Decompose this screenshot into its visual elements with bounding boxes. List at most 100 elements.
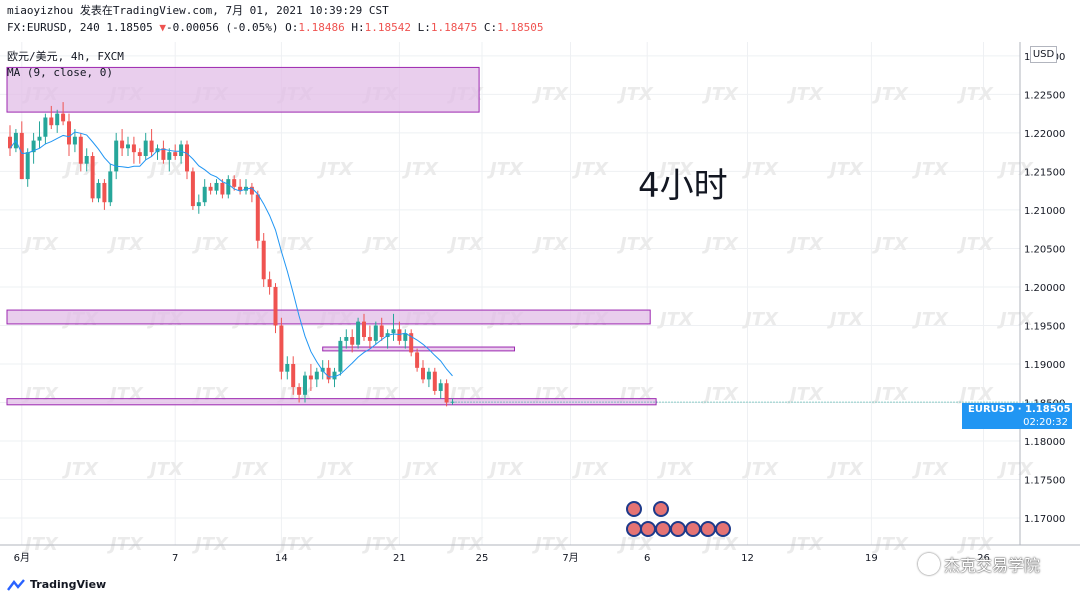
jtx-watermark-text: JTX (872, 384, 909, 405)
jtx-watermark-text: JTX (487, 459, 524, 480)
jtx-watermark-text: JTX (62, 459, 99, 480)
jtx-watermark-text: JTX (317, 459, 354, 480)
time-tick-label: 6 (644, 553, 650, 564)
time-axis[interactable]: 6月 7 14 21 25 7月 6 12 19 26 (14, 552, 990, 564)
jtx-watermark-text: JTX (402, 159, 439, 180)
candle-body (114, 140, 119, 172)
price-change: -0.00056 (-0.05%) (165, 21, 286, 34)
candle-body (19, 132, 24, 180)
candle-body (426, 371, 431, 380)
event-flag-icon[interactable] (626, 501, 642, 517)
publish-info: miaoyizhou 发表在TradingView.com, 7月 01, 20… (7, 4, 389, 18)
price-tick-label: 1.21000 (1024, 206, 1065, 217)
candle-body (120, 140, 125, 149)
candle-body (356, 321, 361, 345)
event-flag-icon[interactable] (626, 521, 642, 537)
indicator-legend[interactable]: MA (9, close, 0) (7, 66, 113, 79)
candlestick-series (8, 102, 455, 407)
jtx-watermark-text: JTX (22, 234, 59, 255)
candle-body (190, 171, 195, 207)
candle-body (31, 140, 36, 153)
candle-body (326, 367, 331, 380)
jtx-watermark-text: JTX (997, 309, 1034, 330)
candle-body (72, 136, 77, 145)
time-tick-label: 19 (865, 553, 878, 564)
jtx-watermark-text: JTX (827, 309, 864, 330)
candle-body (196, 202, 201, 207)
candle-body (273, 286, 278, 326)
candle-body (161, 148, 166, 160)
candle-body (126, 144, 130, 149)
publish-date: 发表在TradingView.com, 7月 01, 2021 10:39:29… (73, 4, 389, 17)
price-tick-label: 1.22500 (1024, 90, 1065, 101)
candle-body (25, 152, 30, 180)
jtx-watermark-text: JTX (232, 159, 269, 180)
candle-body (238, 186, 243, 191)
candle-body (415, 352, 420, 368)
jtx-watermark-text: JTX (317, 159, 354, 180)
candle-body (208, 186, 213, 191)
event-flag-icon[interactable] (700, 521, 716, 537)
symbol-ohlc-bar: FX:EURUSD, 240 1.18505 ▼-0.00056 (-0.05%… (7, 21, 543, 35)
jtx-watermark-text: JTX (617, 234, 654, 255)
jtx-watermark-text: JTX (402, 459, 439, 480)
price-axis[interactable]: 1.230001.225001.220001.215001.210001.205… (1024, 52, 1065, 525)
price-tick-label: 1.20000 (1024, 283, 1065, 294)
instrument-legend[interactable]: 欧元/美元, 4h, FXCM (7, 50, 124, 63)
candle-body (102, 182, 107, 203)
candle-body (285, 363, 290, 372)
zone-rectangle (6, 309, 651, 325)
symbol-info: FX:EURUSD, 240 1.18505 (7, 21, 160, 34)
candle-body (261, 240, 266, 280)
ma-line (9, 131, 453, 378)
candle-body (173, 152, 178, 157)
zone-rectangle (322, 346, 516, 352)
tradingview-logo-icon (7, 578, 25, 591)
candle-body (421, 367, 425, 380)
candle-body (255, 194, 260, 241)
candle-body (90, 156, 95, 199)
event-flag-icon[interactable] (670, 521, 686, 537)
candle-body (249, 186, 254, 195)
candle-body (444, 383, 449, 403)
jtx-watermark-text: JTX (277, 234, 314, 255)
event-flag-icon[interactable] (715, 521, 731, 537)
candle-body (308, 375, 313, 380)
event-flag-icon[interactable] (653, 501, 669, 517)
candle-body (96, 182, 101, 199)
candle-body (179, 144, 184, 157)
candle-body (279, 325, 284, 372)
event-flag-icon[interactable] (655, 521, 671, 537)
jtx-watermark-text: JTX (657, 309, 694, 330)
candle-body (373, 325, 378, 341)
ohlc-low-label: L: (411, 21, 431, 34)
zone-rectangle (6, 66, 480, 113)
candle-body (314, 371, 319, 380)
jtx-watermark-text: JTX (997, 459, 1034, 480)
candle-body (267, 279, 272, 287)
price-tick-label: 1.19000 (1024, 360, 1065, 371)
candle-body (49, 117, 54, 126)
jtx-watermark-text: JTX (912, 159, 949, 180)
economic-events[interactable] (626, 501, 731, 537)
price-tick-label: 1.20500 (1024, 244, 1065, 255)
candle-body (137, 152, 142, 157)
jtx-watermark-text: JTX (827, 459, 864, 480)
candle-body (78, 136, 83, 164)
jtx-watermark-text: JTX (702, 84, 739, 105)
ohlc-close: 1.18505 (497, 21, 544, 34)
event-flag-icon[interactable] (685, 521, 701, 537)
jtx-watermark-text: JTX (872, 84, 909, 105)
ohlc-high: 1.18542 (364, 21, 412, 34)
candle-body (438, 383, 443, 391)
jtx-watermark-text: JTX (532, 84, 569, 105)
candle-body (220, 182, 225, 195)
jtx-watermark-text: JTX (617, 84, 654, 105)
jtx-watermark-text: JTX (912, 309, 949, 330)
event-flag-icon[interactable] (640, 521, 656, 537)
ohlc-high-label: H: (344, 21, 365, 34)
ohlc-open: 1.18486 (298, 21, 345, 34)
tradingview-logo[interactable]: TradingView (7, 578, 106, 591)
currency-label[interactable]: USD (1030, 46, 1057, 63)
